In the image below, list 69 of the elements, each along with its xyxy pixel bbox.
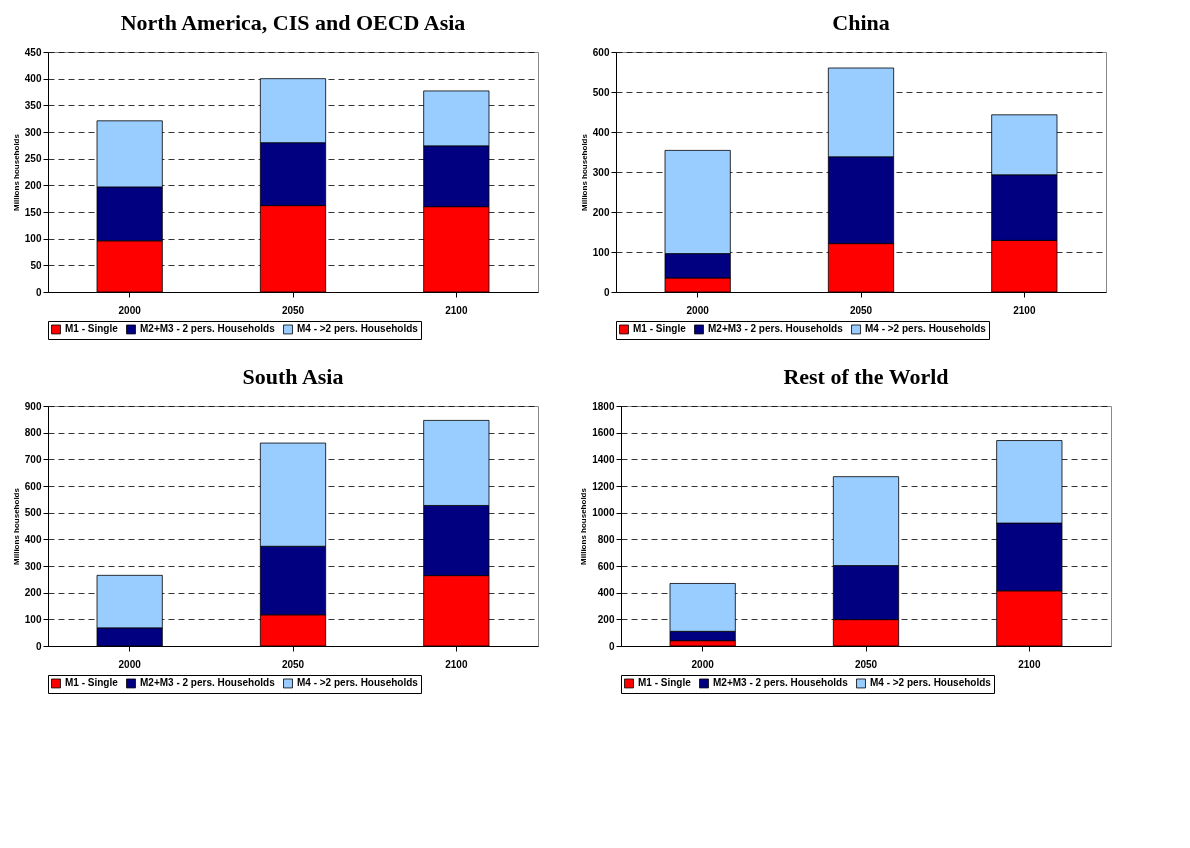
y-tick-label: 100: [592, 246, 610, 258]
chart-title: China: [832, 10, 890, 35]
y-tick-label: 50: [30, 259, 42, 271]
legend-label: M4 - >2 pers. Households: [870, 677, 992, 689]
legend-label: M4 - >2 pers. Households: [865, 323, 987, 335]
y-tick-label: 600: [597, 560, 615, 572]
y-tick-label: 200: [24, 179, 42, 191]
y-tick-label: 400: [592, 126, 610, 138]
y-axis-title: Millions households: [11, 133, 21, 211]
y-tick-label: 1800: [592, 400, 615, 412]
x-tick-label: 2050: [281, 304, 305, 316]
legend-label: M4 - >2 pers. Households: [297, 323, 419, 335]
y-tick-label: 600: [24, 480, 42, 492]
x-tick-label: 2100: [445, 304, 468, 316]
y-tick-label: 400: [24, 533, 42, 545]
y-tick-label: 1600: [592, 427, 615, 439]
y-tick-label: 150: [24, 206, 42, 218]
x-tick-label: 2050: [849, 304, 873, 316]
x-tick-label: 2050: [281, 658, 305, 670]
legend-label: M1 - Single: [633, 323, 687, 335]
y-tick-label: 250: [24, 153, 42, 165]
x-tick-label: 2100: [1013, 304, 1036, 316]
y-tick-label: 600: [592, 46, 610, 58]
x-tick-label: 2000: [691, 658, 715, 670]
legend-label: M2+M3 - 2 pers. Households: [140, 677, 276, 689]
y-tick-label: 500: [592, 86, 610, 98]
x-tick-label: 2000: [118, 304, 142, 316]
y-tick-label: 1000: [592, 507, 615, 519]
y-tick-label: 300: [592, 166, 610, 178]
y-tick-label: 800: [597, 533, 615, 545]
y-tick-label: 0: [603, 286, 610, 298]
y-tick-label: 300: [24, 126, 42, 138]
y-tick-label: 1400: [592, 453, 615, 465]
y-tick-label: 800: [24, 427, 42, 439]
y-tick-label: 0: [608, 640, 615, 652]
x-tick-label: 2100: [1018, 658, 1041, 670]
legend-label: M1 - Single: [638, 677, 692, 689]
y-tick-label: 400: [24, 73, 42, 85]
y-axis-title: Millions households: [579, 133, 589, 211]
y-tick-label: 200: [592, 206, 610, 218]
chart-title: South Asia: [242, 364, 344, 389]
y-tick-label: 100: [24, 233, 42, 245]
legend-label: M1 - Single: [65, 677, 119, 689]
y-tick-label: 0: [35, 286, 42, 298]
y-axis-title: Millions households: [11, 487, 21, 565]
x-tick-label: 2050: [854, 658, 878, 670]
legend-label: M2+M3 - 2 pers. Households: [713, 677, 849, 689]
y-tick-label: 350: [24, 99, 42, 111]
legend-label: M4 - >2 pers. Households: [297, 677, 419, 689]
y-tick-label: 100: [24, 613, 42, 625]
legend-label: M2+M3 - 2 pers. Households: [708, 323, 844, 335]
y-tick-label: 1200: [592, 480, 615, 492]
chart-title: Rest of the World: [783, 364, 949, 389]
y-tick-label: 700: [24, 453, 42, 465]
x-tick-label: 2100: [445, 658, 468, 670]
y-tick-label: 300: [24, 560, 42, 572]
x-tick-label: 2000: [118, 658, 142, 670]
y-tick-label: 400: [597, 587, 615, 599]
chart-title: North America, CIS and OECD Asia: [120, 10, 466, 35]
y-tick-label: 200: [597, 613, 615, 625]
y-tick-label: 500: [24, 507, 42, 519]
x-tick-label: 2000: [686, 304, 710, 316]
legend-label: M1 - Single: [65, 323, 119, 335]
y-tick-label: 900: [24, 400, 42, 412]
y-tick-label: 0: [35, 640, 42, 652]
y-tick-label: 200: [24, 587, 42, 599]
y-tick-label: 450: [24, 46, 42, 58]
y-axis-title: Millions households: [579, 487, 589, 565]
legend-label: M2+M3 - 2 pers. Households: [140, 323, 276, 335]
